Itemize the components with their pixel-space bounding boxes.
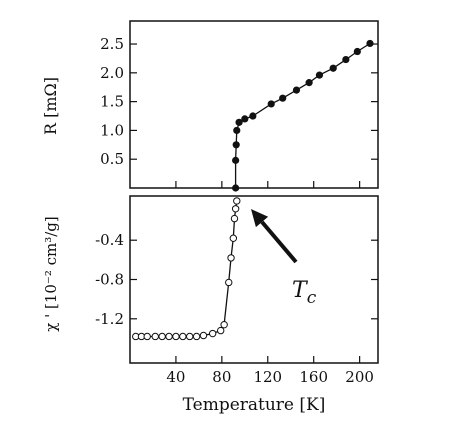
susceptibility-panel: -0.4 -0.8 -1.2 40 80 120 160 200 χ ' [10⁻² cm³… (42, 181, 379, 415)
susceptibility-data-point (208, 329, 217, 338)
resistance-data-point (279, 94, 287, 102)
resistance-markers (232, 39, 374, 192)
temperature-x-tick-label: 160 (299, 368, 328, 386)
resistance-data-point (305, 79, 313, 87)
resistance-y-ticks (130, 43, 378, 160)
critical-temperature-arrow-head (251, 209, 269, 228)
resistance-curve (234, 42, 371, 188)
susceptibility-data-point (172, 332, 180, 341)
temperature-x-tick-label: 120 (253, 368, 282, 386)
resistance-data-point (241, 115, 249, 123)
resistance-y-tick-label: 1.5 (100, 93, 124, 111)
temperature-x-tick-label: 80 (212, 368, 231, 386)
critical-temperature-arrow (260, 220, 298, 264)
critical-temperature-subscript: c (307, 288, 317, 308)
susceptibility-data-point (186, 332, 194, 341)
resistance-data-point (233, 126, 241, 135)
susceptibility-y-tick-label: -0.8 (95, 271, 124, 289)
susceptibility-data-point (151, 332, 159, 341)
susceptibility-y-ticks (130, 239, 378, 320)
resistance-y-tick-label: 0.5 (100, 150, 124, 168)
susceptibility-y-tick-label: -0.4 (95, 231, 124, 249)
resistance-y-axis-label: R [mΩ] (41, 77, 60, 135)
susceptibility-data-point (158, 332, 166, 341)
resistance-data-point (232, 141, 240, 149)
resistance-data-point (232, 156, 240, 164)
susceptibility-data-point (231, 205, 240, 213)
resistance-data-point (292, 86, 301, 94)
susceptibility-data-point (192, 332, 201, 341)
resistance-data-point (267, 100, 275, 108)
susceptibility-data-point (220, 320, 228, 329)
susceptibility-data-point (199, 331, 208, 340)
resistance-y-tick-label: 2.5 (100, 35, 124, 53)
susceptibility-y-tick-labels: -0.4 -0.8 -1.2 (95, 231, 124, 328)
susceptibility-markers (132, 197, 241, 341)
temperature-x-axis-label: Temperature [K] (183, 395, 326, 415)
resistance-data-point (342, 55, 350, 64)
temperature-x-tick-label: 40 (166, 368, 185, 386)
resistance-data-point (315, 71, 324, 79)
temperature-x-ticks (175, 181, 361, 363)
critical-temperature-annotation: Tc (251, 209, 317, 308)
resistance-panel: 0.5 1.0 1.5 2.0 2.5 R [mΩ] (41, 20, 379, 192)
critical-temperature-symbol: T (292, 278, 309, 303)
resistance-data-point (366, 39, 374, 48)
resistance-data-point (232, 184, 240, 192)
resistance-data-point (235, 118, 243, 126)
temperature-x-tick-labels: 40 80 120 160 200 (166, 368, 374, 386)
susceptibility-data-point (233, 197, 241, 205)
resistance-y-tick-labels: 0.5 1.0 1.5 2.0 2.5 (100, 35, 124, 168)
susceptibility-y-tick-label: -1.2 (95, 310, 124, 328)
resistance-data-point (353, 47, 361, 56)
susceptibility-data-point (227, 254, 235, 262)
resistance-data-point (249, 112, 257, 120)
susceptibility-data-point (225, 278, 233, 287)
resistance-y-tick-label: 1.0 (100, 121, 124, 139)
susceptibility-data-point (179, 332, 187, 341)
temperature-x-tick-label: 200 (345, 368, 374, 386)
susceptibility-data-point (165, 332, 173, 341)
susceptibility-curve (135, 200, 238, 338)
critical-temperature-label: Tc (292, 278, 317, 308)
resistance-y-tick-label: 2.0 (100, 64, 124, 82)
susceptibility-data-point (230, 214, 239, 223)
susceptibility-data-point (217, 326, 225, 335)
resistance-plot-frame (129, 20, 379, 189)
susceptibility-y-axis-label: χ ' [10⁻² cm³/g] (42, 216, 60, 332)
resistance-data-point (329, 64, 337, 72)
susceptibility-data-point (143, 332, 151, 341)
susceptibility-data-point (229, 234, 238, 242)
